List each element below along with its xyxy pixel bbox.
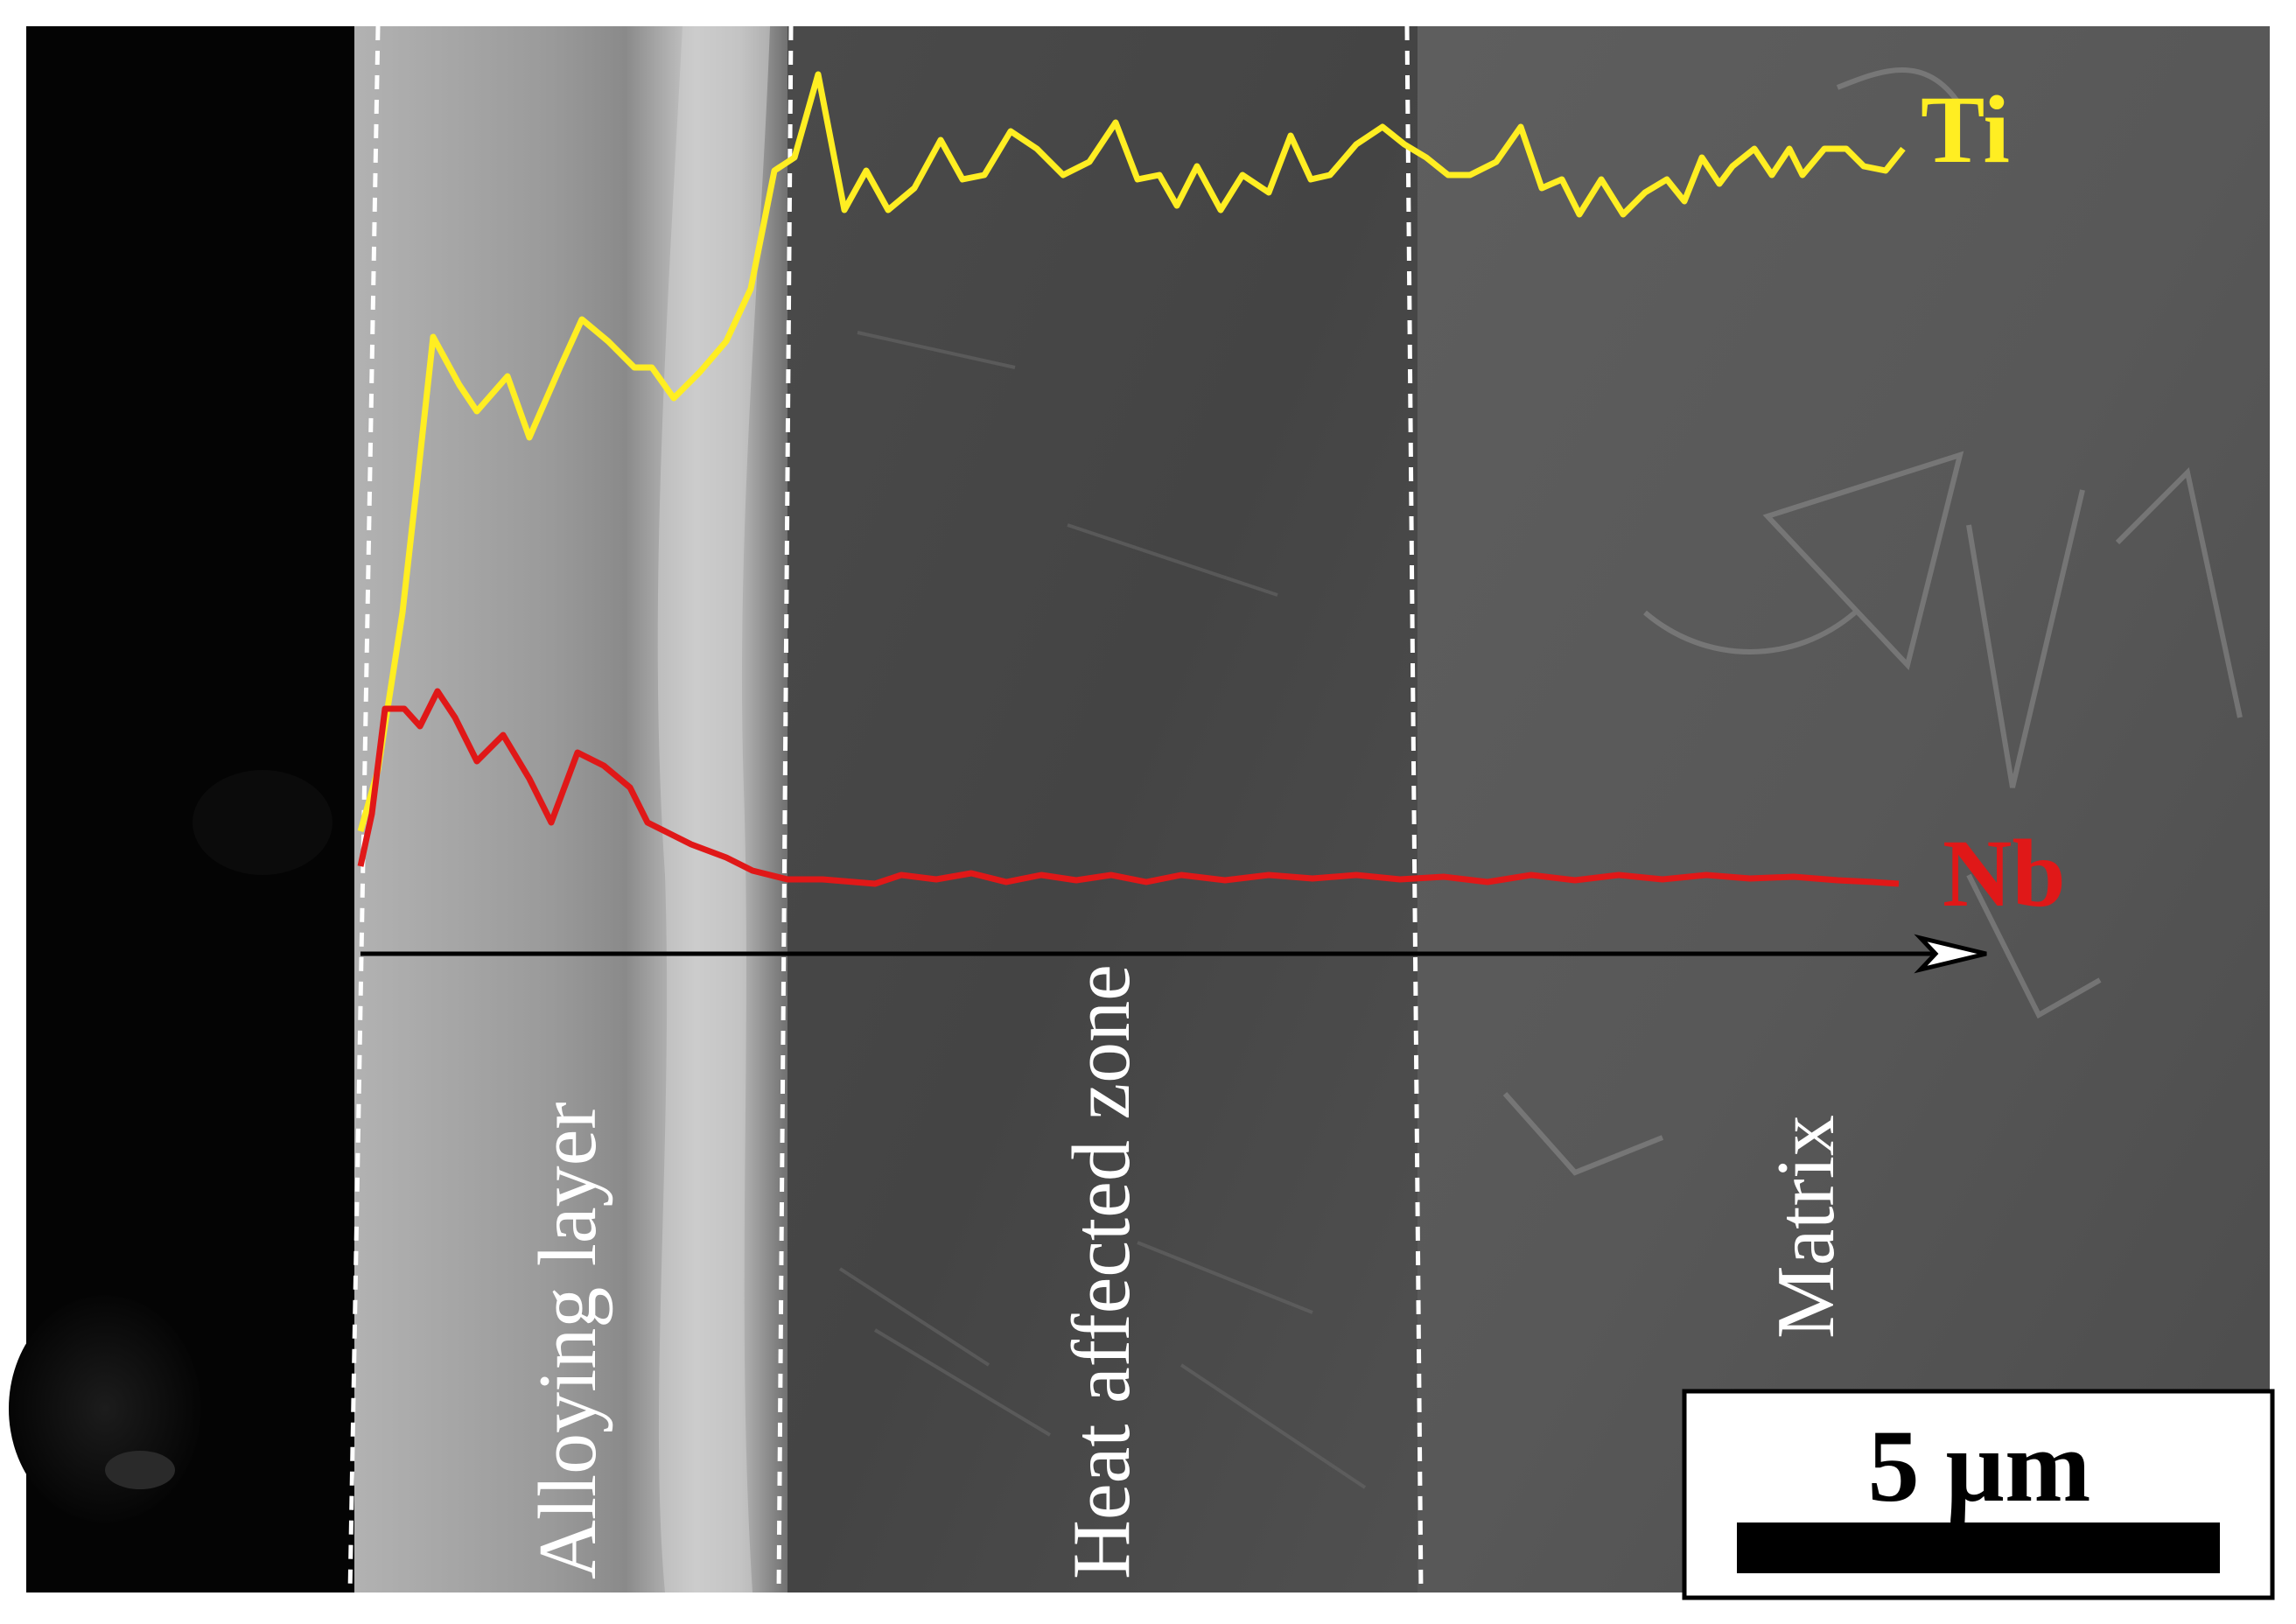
zone-label-heat-affected-zone: Heat affected zone [1056, 964, 1147, 1579]
scale-bar-label: 5 µm [1868, 1409, 2091, 1523]
heat-affected-zone-region [788, 26, 1418, 1592]
zone-label-alloying-layer: Alloying layer [522, 1102, 613, 1579]
mount-speck [105, 1451, 175, 1489]
mount-texture [9, 1295, 201, 1522]
matrix-grain-features [1502, 67, 2243, 1176]
matrix-region [1418, 26, 2270, 1592]
nb-series-label: Nb [1942, 820, 2066, 927]
nb-profile-line [357, 688, 1900, 887]
ti-profile-line [357, 71, 1906, 832]
alloying-layer-bright-band [657, 26, 770, 1592]
scale-bar-rule [1737, 1522, 2220, 1573]
boundary-alloy-haz [776, 25, 794, 1593]
zone-label-matrix: Matrix [1760, 1115, 1852, 1339]
scale-bar: 5 µm [1682, 1389, 2275, 1600]
zone-boundaries [347, 25, 1424, 1593]
haz-streak-features [838, 331, 1367, 1489]
mount-texture [192, 770, 332, 875]
boundary-haz-matrix [1404, 25, 1424, 1593]
scan-direction-arrow [360, 934, 1987, 974]
ti-series-label: Ti [1921, 76, 2010, 183]
boundary-sample-surface [347, 25, 381, 1593]
